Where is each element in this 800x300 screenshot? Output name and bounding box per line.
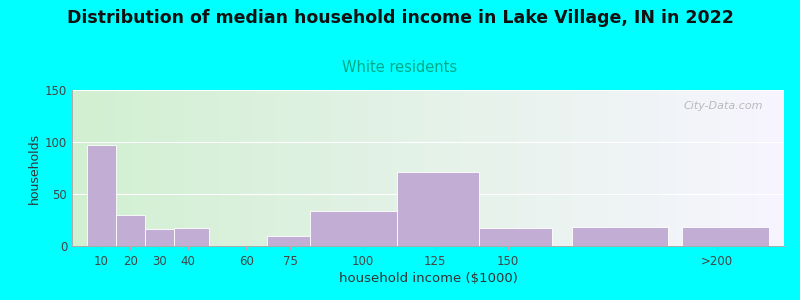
Bar [174,228,209,246]
Text: White residents: White residents [342,60,458,75]
Bar [572,227,668,246]
Bar [479,228,551,246]
Bar [115,215,145,246]
X-axis label: household income ($1000): household income ($1000) [338,272,518,285]
Bar [398,172,479,246]
Bar [310,211,398,246]
Text: Distribution of median household income in Lake Village, IN in 2022: Distribution of median household income … [66,9,734,27]
Bar [86,145,115,246]
Text: City-Data.com: City-Data.com [683,101,762,111]
Y-axis label: households: households [28,132,41,204]
Bar [266,236,310,246]
Bar [145,230,174,246]
Bar [682,227,770,246]
